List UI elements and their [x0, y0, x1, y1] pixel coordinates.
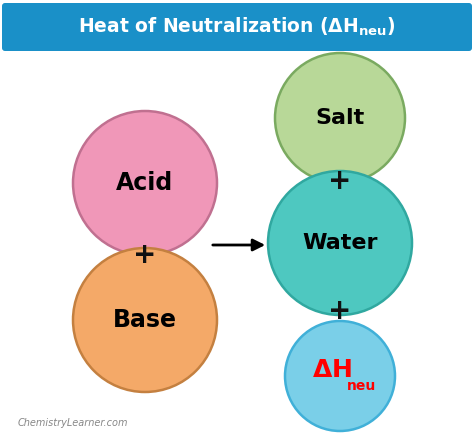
Text: $\mathbf{\Delta H}$: $\mathbf{\Delta H}$ [312, 358, 352, 382]
Text: Salt: Salt [315, 108, 365, 128]
Text: neu: neu [347, 379, 377, 393]
Text: +: + [328, 297, 352, 325]
Circle shape [73, 111, 217, 255]
Circle shape [285, 321, 395, 431]
Text: Base: Base [113, 308, 177, 332]
FancyBboxPatch shape [2, 3, 472, 51]
Text: Acid: Acid [117, 171, 173, 195]
Circle shape [275, 53, 405, 183]
Circle shape [73, 248, 217, 392]
Text: Water: Water [302, 233, 378, 253]
Circle shape [268, 171, 412, 315]
Text: +: + [133, 241, 157, 269]
Text: Heat of Neutralization ($\mathbf{\Delta H}_\mathbf{neu}$): Heat of Neutralization ($\mathbf{\Delta … [78, 16, 396, 38]
Text: +: + [328, 167, 352, 195]
Text: ChemistryLearner.com: ChemistryLearner.com [18, 418, 128, 428]
